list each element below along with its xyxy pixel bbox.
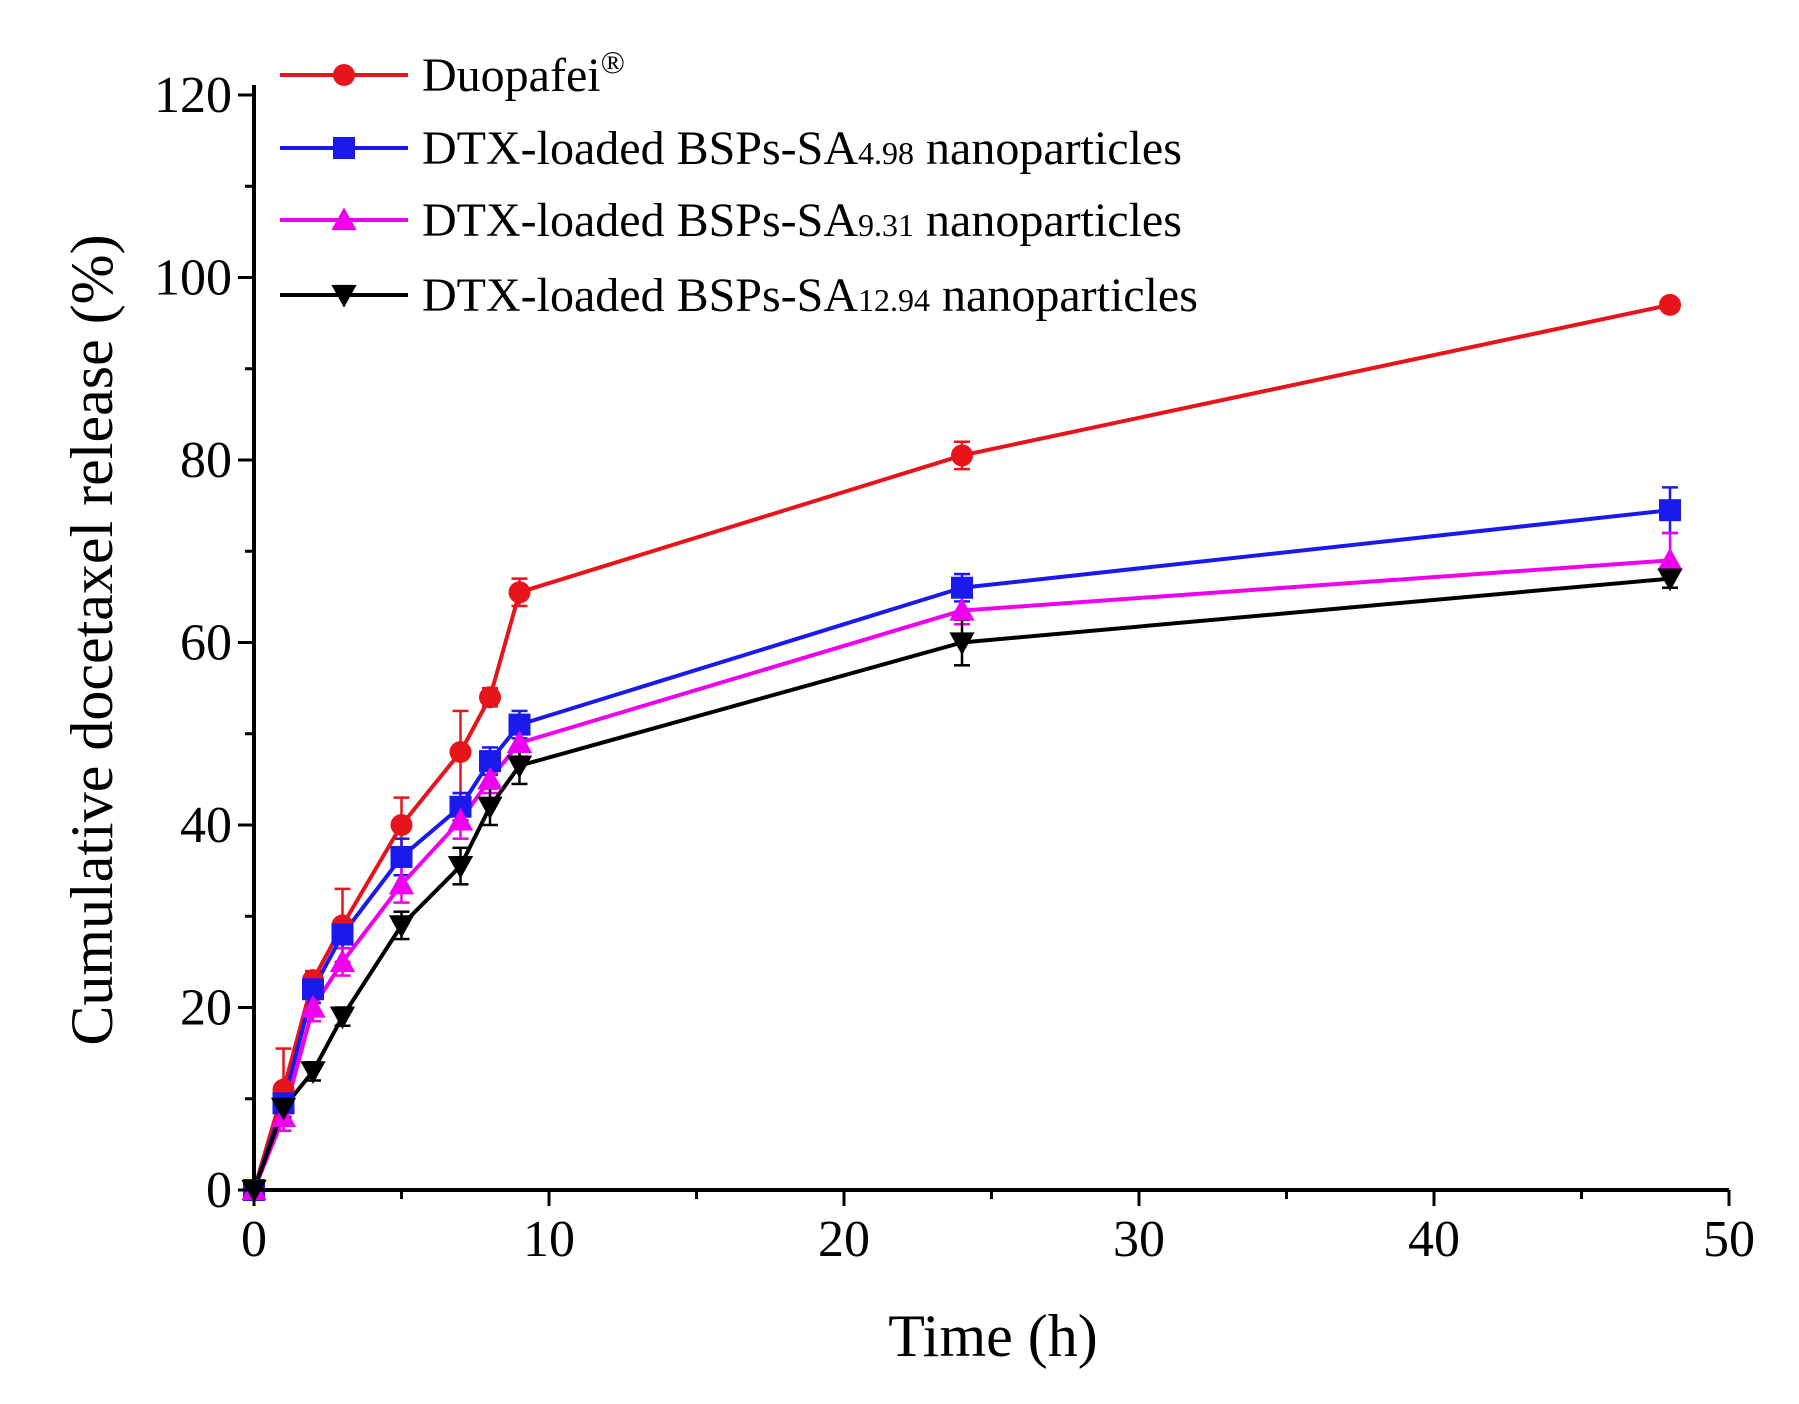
series-4-point bbox=[506, 755, 533, 779]
legend-label: Duopafei® bbox=[422, 44, 625, 102]
legend-tail: nanoparticles bbox=[914, 194, 1182, 247]
x-axis-title: Time (h) bbox=[888, 1303, 1097, 1369]
series-1-point bbox=[479, 686, 501, 709]
series-3-point bbox=[1657, 547, 1683, 571]
series-3-line bbox=[252, 558, 1671, 1191]
series-4-point bbox=[949, 632, 975, 656]
y-tick-label: 0 bbox=[206, 1162, 232, 1219]
series-3-point bbox=[300, 994, 326, 1018]
series-2-point bbox=[951, 576, 973, 599]
series-markers bbox=[241, 293, 1683, 1203]
series-4-point bbox=[329, 1006, 356, 1030]
series-2-point bbox=[390, 845, 413, 868]
legend-superscript: ® bbox=[601, 44, 625, 80]
series-4-point bbox=[300, 1061, 326, 1085]
legend: Duopafei®DTX-loaded BSPs-SA4.98 nanopart… bbox=[280, 44, 1198, 322]
y-axis-title: Cumulative docetaxel release (%) bbox=[59, 234, 125, 1045]
y-tick-label: 40 bbox=[180, 797, 232, 854]
y-tick-label: 60 bbox=[180, 615, 232, 672]
series-1-point bbox=[1659, 293, 1681, 316]
legend-subscript: 4.98 bbox=[858, 135, 914, 171]
series-4-line bbox=[252, 576, 1671, 1191]
legend-marker bbox=[331, 284, 357, 308]
series-4-point bbox=[447, 855, 474, 879]
x-tick-label: 30 bbox=[1113, 1211, 1165, 1268]
series-2-line bbox=[252, 508, 1671, 1191]
series-4-point bbox=[477, 796, 503, 820]
x-tick-label: 20 bbox=[818, 1211, 870, 1268]
legend-label: DTX-loaded BSPs-SA12.94 nanoparticles bbox=[422, 269, 1198, 322]
legend-item-3: DTX-loaded BSPs-SA9.31 nanoparticles bbox=[280, 194, 1182, 247]
legend-subscript: 12.94 bbox=[858, 282, 930, 318]
series-3-point bbox=[506, 730, 533, 753]
series-3-point bbox=[329, 949, 356, 972]
x-tick-label: 50 bbox=[1703, 1211, 1755, 1268]
legend-item-2: DTX-loaded BSPs-SA4.98 nanoparticles bbox=[280, 122, 1182, 175]
x-tick-label: 0 bbox=[241, 1211, 267, 1268]
legend-marker bbox=[333, 137, 355, 159]
series-2-point bbox=[449, 795, 472, 818]
legend-name: DTX-loaded BSPs-SA bbox=[422, 194, 858, 247]
y-tick-label: 120 bbox=[154, 67, 232, 124]
y-tick-label: 100 bbox=[154, 250, 232, 307]
legend-name: DTX-loaded BSPs-SA bbox=[422, 122, 858, 175]
legend-tail: nanoparticles bbox=[930, 269, 1198, 322]
series-1-point bbox=[508, 581, 531, 604]
series-4-point bbox=[270, 1097, 297, 1121]
series-3-point bbox=[477, 766, 503, 790]
series-1-line bbox=[252, 302, 1671, 1191]
series-1-point bbox=[951, 444, 973, 467]
series-3-point bbox=[447, 807, 474, 831]
series-4-point bbox=[1657, 568, 1683, 592]
legend-item-1: Duopafei® bbox=[280, 44, 625, 102]
axes: 0 20 40 60 80 100 120 0 10 20 30 40 50 bbox=[154, 67, 1755, 1268]
legend-tail: nanoparticles bbox=[914, 122, 1182, 175]
legend-subscript: 9.31 bbox=[858, 207, 914, 243]
series-lines bbox=[252, 302, 1671, 1191]
series-1-point bbox=[449, 741, 472, 763]
y-tick-label: 80 bbox=[180, 432, 232, 489]
x-tick-label: 40 bbox=[1408, 1211, 1460, 1268]
legend-label: DTX-loaded BSPs-SA4.98 nanoparticles bbox=[422, 122, 1182, 175]
legend-name: DTX-loaded BSPs-SA bbox=[422, 269, 858, 322]
legend-marker bbox=[331, 207, 357, 231]
series-1-point bbox=[390, 814, 413, 836]
series-2-point bbox=[302, 978, 324, 1001]
series-2-point bbox=[479, 750, 501, 773]
legend-label: DTX-loaded BSPs-SA9.31 nanoparticles bbox=[422, 194, 1182, 247]
y-tick-label: 20 bbox=[180, 980, 232, 1037]
legend-name: Duopafei bbox=[422, 49, 601, 102]
series-4-point bbox=[388, 915, 415, 939]
x-tick-label: 10 bbox=[523, 1211, 575, 1268]
legend-marker bbox=[333, 64, 355, 86]
series-3-point bbox=[388, 871, 415, 895]
series-2-point bbox=[508, 713, 531, 736]
legend-item-4: DTX-loaded BSPs-SA12.94 nanoparticles bbox=[280, 269, 1198, 322]
series-2-point bbox=[331, 923, 354, 946]
series-2-point bbox=[1659, 499, 1681, 522]
series-3-point bbox=[949, 597, 975, 621]
